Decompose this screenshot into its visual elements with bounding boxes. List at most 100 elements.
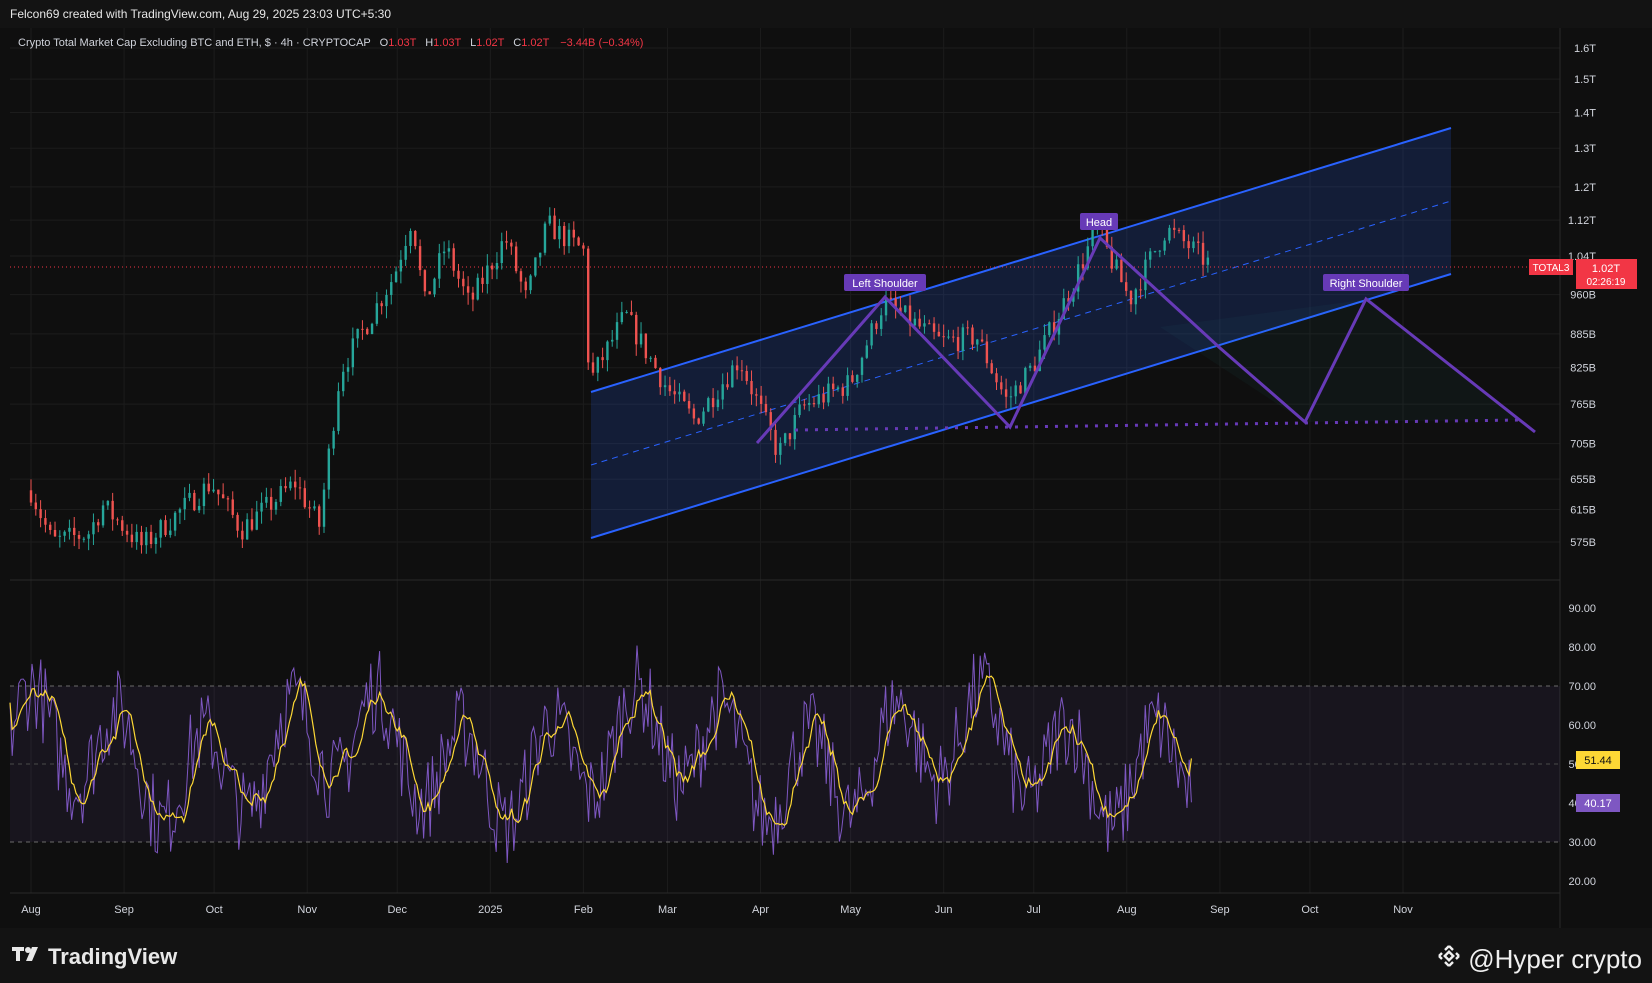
candle-body — [1144, 259, 1147, 291]
candle-body — [966, 327, 969, 329]
candle-body — [500, 241, 503, 264]
grid-lines — [10, 28, 1560, 893]
candle-body — [226, 498, 230, 500]
candle-body — [361, 328, 364, 330]
chart-canvas[interactable]: Left Shoulder Head Right Shoulder Crypto… — [0, 0, 1652, 928]
candle-body — [1038, 349, 1041, 372]
right-shoulder-text: Right Shoulder — [1330, 278, 1403, 290]
candle-body — [961, 327, 965, 352]
time-tick-label: Apr — [752, 904, 769, 916]
candle-body — [908, 305, 912, 326]
candle-body — [1192, 241, 1195, 249]
channel-fill — [591, 128, 1451, 538]
candle-body — [58, 535, 62, 537]
candle-body — [1043, 335, 1046, 350]
candle-body — [572, 229, 575, 238]
candle-body — [245, 519, 249, 540]
candle-body — [529, 275, 532, 291]
ticker-label: TOTAL3 — [1533, 263, 1570, 274]
candle-body — [1067, 298, 1070, 302]
right-shoulder-label[interactable]: Right Shoulder — [1323, 274, 1409, 291]
candle-body — [519, 271, 523, 282]
candle-body — [889, 297, 893, 299]
rsi-tick-label: 30.00 — [1568, 837, 1596, 849]
time-axis[interactable]: Aug Sep Oct Nov Dec 2025 Feb Mar Apr May Jun Jul Aug… — [21, 904, 1413, 916]
channel-upper-line[interactable] — [590, 127, 1452, 393]
neckline[interactable] — [794, 418, 1521, 432]
candle-body — [404, 245, 407, 260]
candle-body — [486, 265, 489, 284]
candle-body — [322, 489, 326, 527]
symbol-description: Crypto Total Market Cap Excluding BTC an… — [18, 37, 371, 49]
candle-body — [418, 246, 422, 271]
candle-body — [438, 253, 441, 279]
time-tick-label: Jul — [1027, 904, 1041, 916]
candle-body — [49, 524, 52, 530]
candle-body — [481, 277, 484, 284]
candle-body — [587, 248, 590, 363]
candle-body — [279, 486, 282, 502]
candle-body — [1173, 227, 1176, 230]
candle-body — [649, 357, 652, 359]
price-tick-label: 615B — [1570, 505, 1596, 517]
candle-body — [505, 241, 508, 243]
candle-body — [63, 531, 66, 536]
candle-body — [1110, 246, 1113, 269]
candle-body — [260, 502, 263, 512]
candle-body — [1158, 250, 1162, 252]
channel-midline[interactable] — [590, 200, 1452, 466]
candle-body — [385, 294, 388, 307]
candle-body — [149, 531, 153, 544]
candle-body — [534, 257, 537, 276]
candle-body — [582, 245, 585, 249]
left-shoulder-label[interactable]: Left Shoulder — [844, 274, 926, 291]
rsi-ma-value: 51.44 — [1584, 755, 1612, 767]
candle-body — [351, 338, 355, 368]
price-tick-label: 825B — [1570, 363, 1596, 375]
candle-body — [1124, 282, 1128, 291]
tradingview-logo[interactable]: TradingView — [12, 944, 177, 970]
price-tick-label: 575B — [1570, 537, 1596, 549]
candle-body — [514, 246, 518, 272]
head-shoulders-pattern[interactable] — [755, 235, 1536, 444]
candle-body — [241, 530, 244, 540]
candle-body — [985, 341, 989, 364]
candle-body — [702, 411, 705, 424]
left-shoulder-text: Left Shoulder — [852, 278, 918, 290]
time-tick-label: Aug — [21, 904, 41, 916]
rsi-tick-label: 60.00 — [1568, 720, 1596, 732]
price-candles — [29, 207, 1210, 554]
candle-body — [827, 383, 830, 403]
candle-body — [217, 489, 220, 495]
candle-body — [1206, 257, 1210, 265]
candle-body — [538, 252, 542, 258]
candle-body — [918, 318, 921, 327]
candle-body — [1105, 228, 1109, 247]
candle-body — [860, 357, 864, 375]
candle-body — [1081, 264, 1085, 269]
candle-body — [630, 311, 633, 315]
candle-body — [721, 384, 724, 400]
price-tick-label: 1.6T — [1574, 43, 1596, 55]
candle-body — [851, 375, 854, 382]
candle-body — [1139, 289, 1142, 291]
pattern-polyline[interactable] — [755, 235, 1536, 444]
time-tick-label: Sep — [1210, 904, 1230, 916]
candle-body — [856, 374, 859, 382]
candle-body — [1153, 250, 1157, 252]
head-label[interactable]: Head — [1080, 213, 1118, 230]
candle-body — [976, 339, 979, 345]
rsi-tick-label: 20.00 — [1568, 876, 1596, 888]
candle-body — [188, 492, 191, 498]
candle-body — [178, 509, 182, 513]
candle-body — [654, 357, 657, 369]
candle-body — [937, 331, 941, 337]
candle-body — [870, 323, 873, 346]
candle-body — [356, 328, 359, 339]
candle-body — [611, 339, 614, 342]
price-tick-label: 960B — [1570, 290, 1596, 302]
price-tick-label: 655B — [1570, 474, 1596, 486]
candle-body — [817, 394, 820, 405]
candle-body — [1076, 264, 1080, 292]
candle-body — [145, 531, 148, 546]
